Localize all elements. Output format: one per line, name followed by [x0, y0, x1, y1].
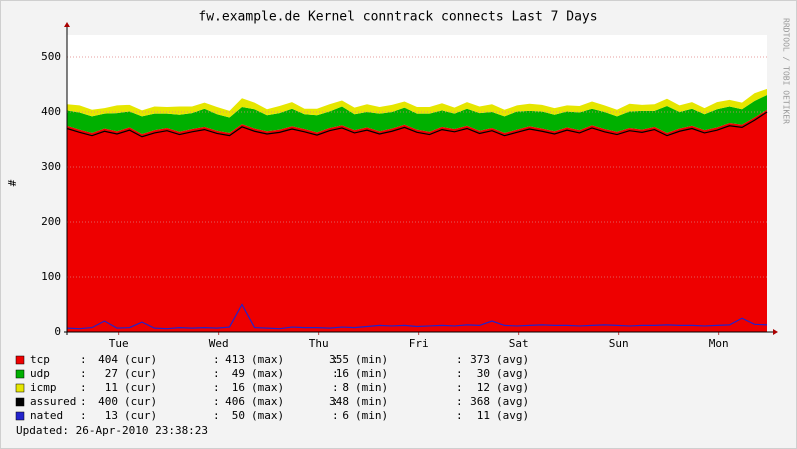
legend-separator: : — [80, 395, 87, 408]
legend-stat-label: (avg) — [496, 353, 529, 366]
legend-stat: 348 — [329, 395, 349, 408]
y-tick-label: 0 — [54, 325, 61, 338]
legend-label: tcp — [30, 353, 50, 366]
legend-stat: 50 — [232, 409, 245, 422]
legend-separator: : — [80, 353, 87, 366]
legend-stat-label: (min) — [355, 381, 388, 394]
legend-stat: 16 — [336, 367, 349, 380]
updated: Updated: 26-Apr-2010 23:38:23 — [16, 424, 208, 437]
legend-stat: 13 — [105, 409, 118, 422]
axis-arrow — [64, 22, 70, 27]
legend-label: udp — [30, 367, 50, 380]
legend-stat-label: (avg) — [496, 409, 529, 422]
x-tick-label: Wed — [209, 337, 229, 350]
legend-swatch — [15, 411, 25, 421]
legend-swatch — [15, 355, 25, 365]
legend-stat: 373 — [470, 353, 490, 366]
legend-separator: : — [213, 353, 220, 366]
legend-stat: 368 — [470, 395, 490, 408]
y-tick-label: 300 — [41, 160, 61, 173]
x-tick-label: Sun — [609, 337, 629, 350]
legend-separator: : — [332, 395, 339, 408]
legend-stat: 16 — [232, 381, 245, 394]
y-tick-label: 100 — [41, 270, 61, 283]
legend-stat: 413 — [225, 353, 245, 366]
legend-stat-label: (max) — [251, 395, 284, 408]
legend-stat-label: (min) — [355, 353, 388, 366]
legend-stat-label: (cur) — [124, 395, 157, 408]
axis-arrow — [773, 329, 778, 335]
legend-separator: : — [80, 409, 87, 422]
legend-stat-label: (cur) — [124, 381, 157, 394]
legend-label: assured — [30, 395, 76, 408]
legend-separator: : — [80, 381, 87, 394]
x-tick-label: Fri — [409, 337, 429, 350]
legend-separator: : — [456, 367, 463, 380]
legend-separator: : — [332, 381, 339, 394]
legend-separator: : — [332, 409, 339, 422]
legend-label: icmp — [30, 381, 57, 394]
legend-stat: 11 — [477, 409, 490, 422]
legend-stat: 8 — [342, 381, 349, 394]
legend-swatch — [15, 397, 25, 407]
legend-stat-label: (cur) — [124, 409, 157, 422]
legend-stat-label: (max) — [251, 367, 284, 380]
chart-title: fw.example.de Kernel conntrack connects … — [198, 10, 597, 25]
x-tick-label: Mon — [709, 337, 729, 350]
legend-stat-label: (max) — [251, 381, 284, 394]
legend-separator: : — [213, 395, 220, 408]
legend-stat-label: (cur) — [124, 367, 157, 380]
legend-stat: 6 — [342, 409, 349, 422]
legend-stat-label: (avg) — [496, 395, 529, 408]
legend-separator: : — [332, 353, 339, 366]
legend-separator: : — [332, 367, 339, 380]
legend-stat-label: (max) — [251, 353, 284, 366]
legend-stat-label: (min) — [355, 367, 388, 380]
legend-separator: : — [456, 409, 463, 422]
legend-stat: 49 — [232, 367, 245, 380]
legend-stat: 404 — [98, 353, 118, 366]
legend-swatch — [15, 369, 25, 379]
y-tick-label: 400 — [41, 105, 61, 118]
legend-stat-label: (avg) — [496, 367, 529, 380]
legend-stat: 406 — [225, 395, 245, 408]
legend-stat-label: (avg) — [496, 381, 529, 394]
x-tick-label: Thu — [309, 337, 329, 350]
area — [67, 88, 767, 118]
legend-label: nated — [30, 409, 63, 422]
legend-stat-label: (min) — [355, 409, 388, 422]
legend-separator: : — [213, 367, 220, 380]
legend-separator: : — [456, 353, 463, 366]
x-tick-label: Tue — [109, 337, 129, 350]
legend-stat-label: (cur) — [124, 353, 157, 366]
y-tick-label: 200 — [41, 215, 61, 228]
legend-stat-label: (max) — [251, 409, 284, 422]
y-tick-label: 500 — [41, 50, 61, 63]
x-tick-label: Sat — [509, 337, 529, 350]
line — [66, 303, 768, 330]
area — [67, 109, 767, 332]
legend-separator: : — [456, 381, 463, 394]
legend-stat-label: (min) — [355, 395, 388, 408]
legend-separator: : — [80, 367, 87, 380]
legend-swatch — [15, 383, 25, 393]
legend-stat: 11 — [105, 381, 118, 394]
legend-stat: 12 — [477, 381, 490, 394]
watermark: RRDTOOL / TOBI OETIKER — [782, 18, 791, 124]
legend-separator: : — [456, 395, 463, 408]
y-axis-label: # — [6, 179, 19, 186]
line — [66, 111, 768, 138]
legend-stat: 400 — [98, 395, 118, 408]
legend-stat: 355 — [329, 353, 349, 366]
legend-separator: : — [213, 409, 220, 422]
legend-separator: : — [213, 381, 220, 394]
legend-stat: 27 — [105, 367, 118, 380]
legend-stat: 30 — [477, 367, 490, 380]
area — [67, 94, 767, 134]
